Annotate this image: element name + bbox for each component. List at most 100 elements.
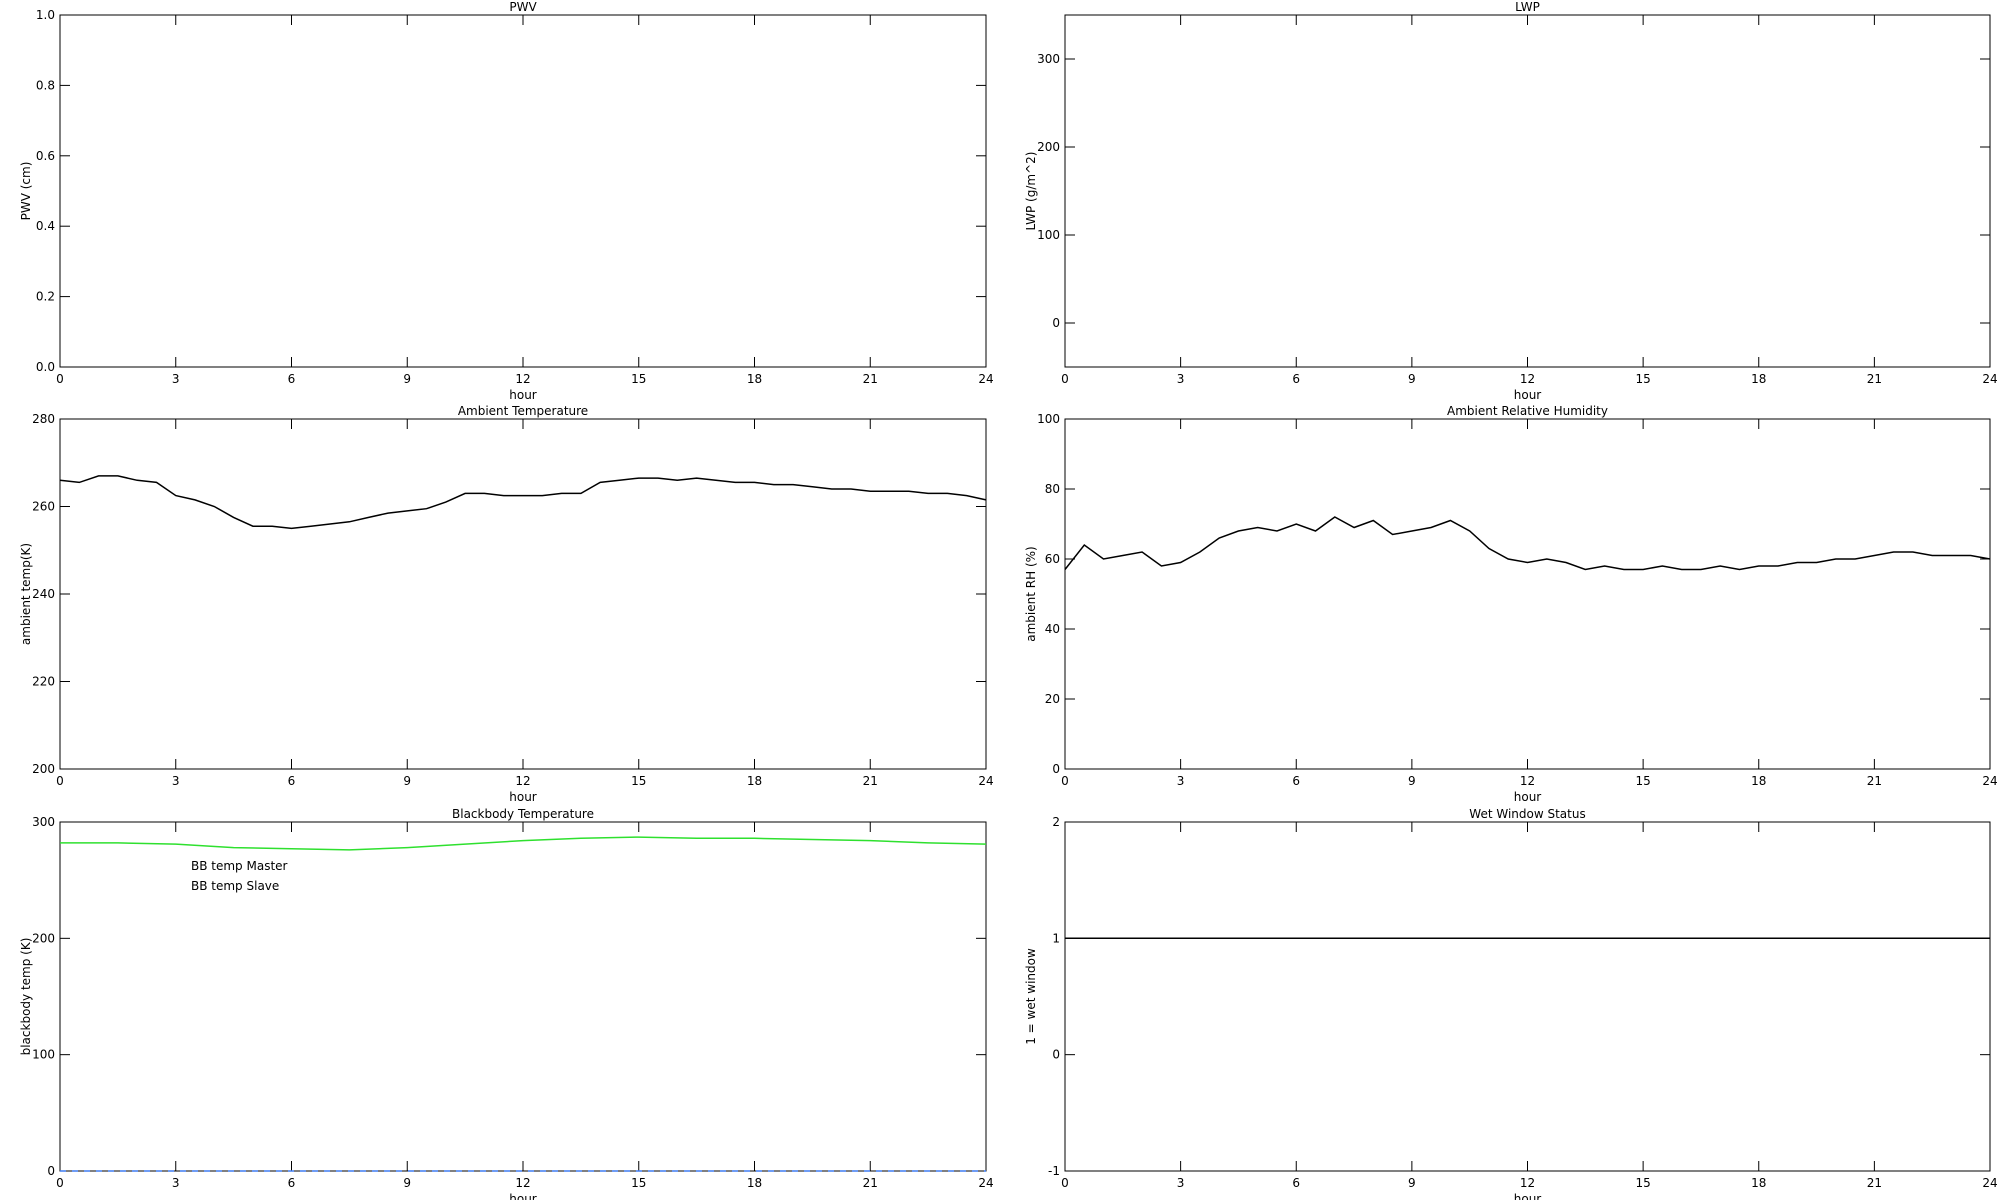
y-tick-label: 0 bbox=[1052, 1048, 1060, 1062]
x-tick-label: 9 bbox=[403, 1176, 411, 1190]
x-tick-label: 9 bbox=[1408, 372, 1416, 386]
y-axis-label: PWV (cm) bbox=[19, 162, 33, 221]
y-axis-label: LWP (g/m^2) bbox=[1024, 152, 1038, 231]
y-axis-label: blackbody temp (K) bbox=[19, 938, 33, 1056]
y-axis-label: ambient temp(K) bbox=[19, 543, 33, 645]
x-tick-label: 9 bbox=[1408, 1176, 1416, 1190]
chart-title: Ambient Relative Humidity bbox=[1447, 404, 1608, 418]
x-axis-label: hour bbox=[1514, 790, 1542, 804]
x-tick-label: 18 bbox=[1751, 372, 1766, 386]
plot-frame bbox=[1064, 821, 1991, 1172]
x-tick-label: 6 bbox=[288, 372, 296, 386]
x-tick-label: 9 bbox=[403, 774, 411, 788]
y-tick-label: 20 bbox=[1045, 692, 1060, 706]
y-tick-label: 0.6 bbox=[36, 149, 55, 163]
x-tick-label: 24 bbox=[978, 372, 993, 386]
chart-title: Wet Window Status bbox=[1469, 807, 1585, 821]
x-tick-label: 21 bbox=[1867, 774, 1882, 788]
plot-frame bbox=[59, 821, 987, 1172]
x-tick-label: 0 bbox=[1061, 372, 1069, 386]
x-axis-label: hour bbox=[1514, 1192, 1542, 1200]
x-tick-label: 3 bbox=[172, 774, 180, 788]
x-tick-label: 0 bbox=[56, 774, 64, 788]
y-tick-label: 40 bbox=[1045, 622, 1060, 636]
legend-entry: BB temp Slave bbox=[191, 879, 279, 893]
panel: LWP hour LWP (g/m^2) 0 3 6 9 12 15 18 21 24 0 100 200 3… bbox=[1024, 0, 1998, 402]
y-tick-label: 280 bbox=[32, 412, 55, 426]
x-tick-label: 21 bbox=[1867, 1176, 1882, 1190]
x-tick-label: 0 bbox=[1061, 1176, 1069, 1190]
y-tick-label: 300 bbox=[1037, 52, 1060, 66]
y-tick-label: 1.0 bbox=[36, 8, 55, 22]
x-tick-label: 15 bbox=[1635, 774, 1650, 788]
y-tick-label: 260 bbox=[32, 500, 55, 514]
x-tick-label: 24 bbox=[1982, 1176, 1997, 1190]
x-tick-label: 6 bbox=[288, 774, 296, 788]
x-tick-label: 12 bbox=[1520, 372, 1535, 386]
y-tick-label: 220 bbox=[32, 675, 55, 689]
x-tick-label: 18 bbox=[747, 372, 762, 386]
y-tick-label: 0 bbox=[1052, 762, 1060, 776]
x-tick-label: 15 bbox=[1635, 372, 1650, 386]
x-tick-label: 6 bbox=[1292, 1176, 1300, 1190]
y-tick-label: 0.8 bbox=[36, 78, 55, 92]
x-tick-label: 24 bbox=[1982, 774, 1997, 788]
x-tick-label: 0 bbox=[1061, 774, 1069, 788]
y-tick-label: 2 bbox=[1052, 815, 1060, 829]
plot-frame bbox=[59, 14, 987, 368]
y-tick-label: 0.4 bbox=[36, 219, 55, 233]
chart-title: LWP bbox=[1515, 0, 1540, 14]
y-tick-label: 100 bbox=[32, 1048, 55, 1062]
x-tick-label: 0 bbox=[56, 372, 64, 386]
chart-title: Ambient Temperature bbox=[458, 404, 588, 418]
plot-frame bbox=[1064, 418, 1991, 770]
x-tick-label: 3 bbox=[1177, 1176, 1185, 1190]
panel: Ambient Relative Humidity hour ambient RH … bbox=[1024, 404, 1998, 804]
x-tick-label: 15 bbox=[631, 1176, 646, 1190]
plot-frame bbox=[59, 418, 987, 770]
y-axis-label: 1 = wet window bbox=[1024, 948, 1038, 1045]
x-tick-label: 24 bbox=[978, 774, 993, 788]
x-axis-label: hour bbox=[509, 388, 537, 402]
plot-frame bbox=[1064, 14, 1991, 368]
x-tick-label: 12 bbox=[515, 1176, 530, 1190]
data-line bbox=[60, 836, 987, 851]
x-tick-label: 9 bbox=[403, 372, 411, 386]
y-tick-label: 200 bbox=[1037, 140, 1060, 154]
y-tick-label: 200 bbox=[32, 931, 55, 945]
y-tick-label: 0 bbox=[47, 1164, 55, 1178]
x-axis-label: hour bbox=[1514, 388, 1542, 402]
x-tick-label: 21 bbox=[863, 372, 878, 386]
x-tick-label: 24 bbox=[978, 1176, 993, 1190]
x-axis-label: hour bbox=[509, 790, 537, 804]
y-tick-label: 200 bbox=[32, 762, 55, 776]
x-tick-label: 15 bbox=[1635, 1176, 1650, 1190]
x-tick-label: 21 bbox=[863, 1176, 878, 1190]
x-tick-label: 12 bbox=[515, 372, 530, 386]
x-tick-label: 24 bbox=[1982, 372, 1997, 386]
x-tick-label: 21 bbox=[863, 774, 878, 788]
x-tick-label: 12 bbox=[515, 774, 530, 788]
x-tick-label: 18 bbox=[747, 1176, 762, 1190]
legend-entry: BB temp Master bbox=[191, 859, 288, 873]
y-tick-label: 0.2 bbox=[36, 290, 55, 304]
y-tick-label: 0.0 bbox=[36, 360, 55, 374]
panel: PWV hour PWV (cm) 0 3 6 9 12 15 18 21 24 0.0 0.2 0.4 0.… bbox=[19, 0, 994, 402]
x-tick-label: 6 bbox=[288, 1176, 296, 1190]
y-tick-label: 100 bbox=[1037, 412, 1060, 426]
x-tick-label: 3 bbox=[172, 372, 180, 386]
x-tick-label: 15 bbox=[631, 372, 646, 386]
panel: Ambient Temperature hour ambient temp(K) 0 3… bbox=[19, 404, 994, 804]
x-tick-label: 18 bbox=[747, 774, 762, 788]
chart-title: Blackbody Temperature bbox=[452, 807, 594, 821]
x-tick-label: 12 bbox=[1520, 774, 1535, 788]
x-tick-label: 18 bbox=[1751, 1176, 1766, 1190]
x-tick-label: 9 bbox=[1408, 774, 1416, 788]
x-tick-label: 6 bbox=[1292, 774, 1300, 788]
y-tick-label: 0 bbox=[1052, 316, 1060, 330]
x-tick-label: 12 bbox=[1520, 1176, 1535, 1190]
x-axis-label: hour bbox=[509, 1192, 537, 1200]
panel: Wet Window Status hour 1 = wet window 0 3 6 9 1… bbox=[1024, 807, 1998, 1200]
data-line bbox=[1064, 516, 1991, 571]
